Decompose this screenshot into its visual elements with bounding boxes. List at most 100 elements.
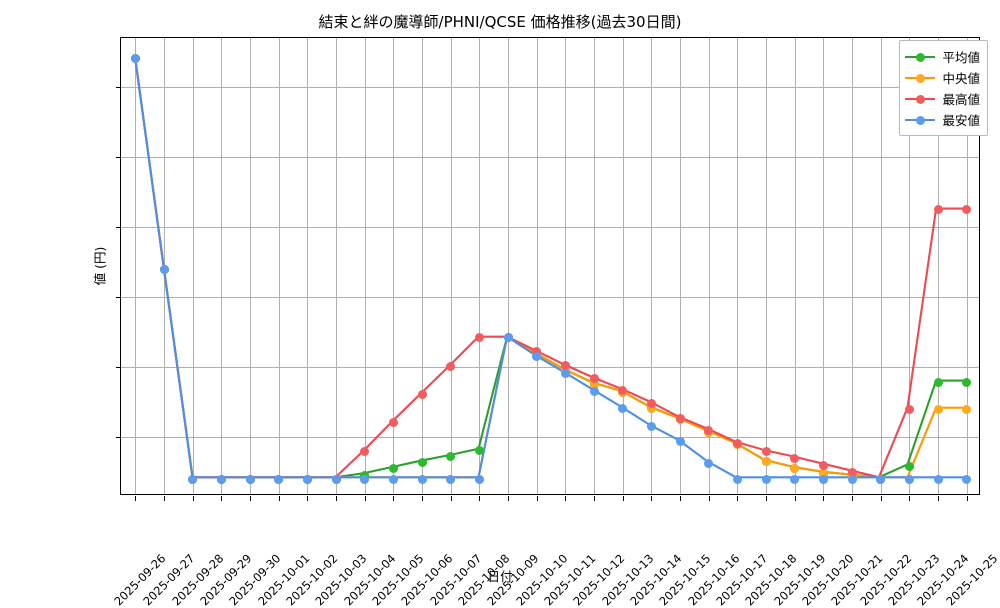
data-point-marker	[388, 418, 398, 428]
data-point-marker	[962, 474, 972, 484]
data-point-marker	[216, 474, 226, 484]
data-point-marker	[933, 377, 943, 387]
x-tick-mark	[221, 496, 223, 501]
data-point-marker	[474, 474, 484, 484]
data-point-marker	[962, 204, 972, 214]
data-point-marker	[876, 474, 886, 484]
data-point-marker	[646, 404, 656, 414]
x-tick-mark	[680, 496, 681, 501]
legend-label-max: 最高値	[942, 92, 980, 107]
x-tick-mark	[852, 496, 853, 501]
gridline-vertical	[536, 38, 538, 494]
x-tick-mark	[135, 496, 137, 501]
x-axis-label: 日付	[487, 569, 513, 584]
x-tick-mark	[393, 496, 395, 501]
data-point-marker	[331, 474, 341, 484]
y-tick-mark	[116, 226, 121, 228]
gridline-vertical	[594, 38, 595, 494]
gridline-vertical	[794, 38, 796, 494]
data-point-marker	[188, 474, 198, 484]
data-point-marker	[417, 457, 427, 467]
data-point-marker	[904, 404, 914, 414]
gridline-vertical	[565, 38, 567, 494]
gridline-vertical	[708, 38, 710, 494]
gridline-vertical	[966, 38, 968, 494]
legend-item-max[interactable]: 最高値	[905, 88, 980, 109]
data-point-marker	[560, 361, 570, 371]
data-point-marker	[761, 447, 771, 457]
data-point-marker	[159, 264, 169, 274]
x-tick-mark	[766, 496, 767, 501]
legend-item-min[interactable]: 最安値	[905, 109, 980, 130]
y-tick-mark	[116, 156, 121, 158]
data-point-marker	[274, 474, 284, 484]
legend-label-mean: 平均値	[942, 50, 980, 65]
data-point-marker	[704, 458, 714, 468]
gridline-vertical	[278, 38, 280, 494]
data-point-marker	[962, 404, 972, 414]
gridline-vertical	[479, 38, 481, 494]
data-point-marker	[646, 398, 656, 408]
plot-area: 120001400016000180002000022000 2025-09-2…	[93, 37, 1000, 608]
legend-swatch-mean	[905, 51, 936, 63]
data-point-marker	[589, 386, 599, 396]
gridline-horizontal	[121, 366, 979, 368]
legend-swatch-min	[905, 114, 936, 126]
x-tick-mark	[622, 496, 624, 501]
data-point-marker	[417, 390, 427, 400]
x-tick-mark	[364, 496, 366, 501]
data-point-marker	[360, 474, 370, 484]
data-point-marker	[589, 379, 599, 389]
gridline-vertical	[737, 38, 739, 494]
data-point-marker	[360, 447, 370, 457]
gridlines	[121, 38, 979, 494]
chart-title: 結束と絆の魔導師/PHNI/QCSE 価格推移(過去30日間)	[318, 13, 682, 31]
data-point-marker	[245, 474, 255, 484]
gridline-vertical	[651, 38, 653, 494]
gridline-horizontal	[121, 156, 979, 158]
gridline-vertical	[508, 38, 509, 494]
data-point-marker	[446, 362, 456, 372]
x-tick-mark	[594, 496, 595, 501]
gridline-vertical	[680, 38, 681, 494]
data-point-marker	[790, 453, 800, 463]
data-point-marker	[732, 439, 742, 449]
x-tick-mark	[336, 496, 337, 501]
x-tick-mark	[422, 496, 423, 501]
data-point-marker	[388, 474, 398, 484]
gridline-vertical	[250, 38, 251, 494]
gridline-horizontal	[121, 296, 979, 298]
data-point-marker	[847, 467, 857, 477]
gridline-vertical	[336, 38, 337, 494]
gridline-vertical	[938, 38, 939, 494]
x-tick-mark	[651, 496, 653, 501]
y-tick-mark	[116, 296, 121, 298]
data-point-marker	[618, 404, 628, 414]
x-tick-mark	[737, 496, 739, 501]
y-tick-mark	[116, 436, 121, 438]
data-point-marker	[560, 369, 570, 379]
x-tick-mark	[508, 496, 509, 501]
x-tick-mark	[450, 496, 452, 501]
data-point-marker	[446, 452, 456, 462]
x-tick-mark	[823, 496, 825, 501]
y-tick-mark	[116, 366, 121, 368]
gridline-vertical	[364, 38, 366, 494]
data-point-marker	[933, 204, 943, 214]
gridline-vertical	[192, 38, 194, 494]
x-tick-mark	[880, 496, 882, 501]
gridline-vertical	[135, 38, 137, 494]
x-tick-mark	[278, 496, 280, 501]
gridline-vertical	[307, 38, 309, 494]
data-point-marker	[818, 460, 828, 470]
x-tick-mark	[708, 496, 710, 501]
data-point-marker	[847, 474, 857, 484]
data-point-marker	[818, 474, 828, 484]
data-point-marker	[790, 474, 800, 484]
legend-item-mean[interactable]: 平均値	[905, 46, 980, 67]
data-point-marker	[503, 333, 513, 343]
x-tick-mark	[909, 496, 911, 501]
x-tick-mark	[794, 496, 796, 501]
legend-item-median[interactable]: 中央値	[905, 67, 980, 88]
gridline-vertical	[852, 38, 853, 494]
